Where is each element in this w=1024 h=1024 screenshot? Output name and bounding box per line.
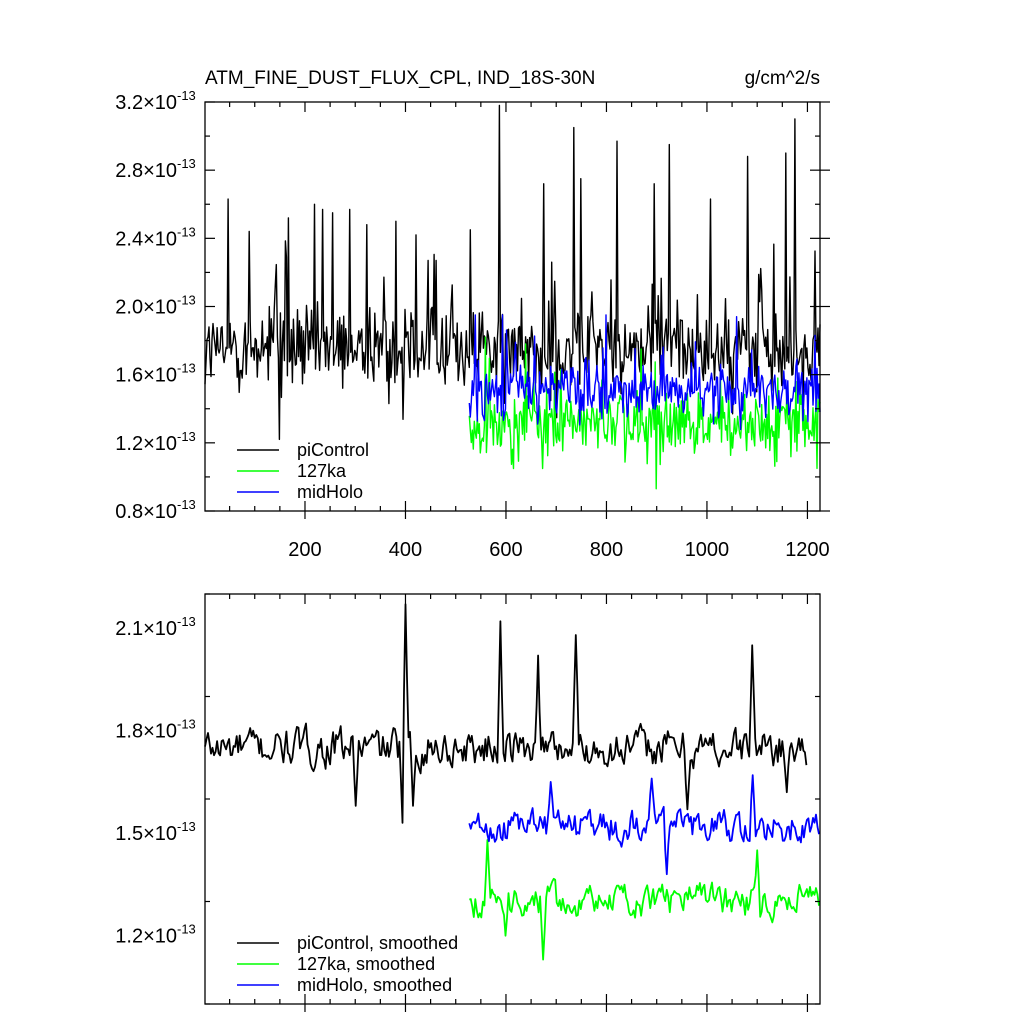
bottom-panel: 1.2×10 -131.5×10 -131.8×10 -132.1×10 -13piCo… <box>115 593 821 1012</box>
y-tick-exponent: -13 <box>177 819 196 834</box>
series-line-1 <box>204 603 808 824</box>
series-line-2 <box>469 839 820 961</box>
top-panel: ATM_FINE_DUST_FLUX_CPL, IND_18S-30N g/cm… <box>115 68 830 561</box>
y-tick-exponent: -13 <box>177 88 196 103</box>
legend-label: piControl <box>297 440 369 460</box>
legend-label: midHolo, smoothed <box>297 975 452 995</box>
legend-label: 127ka, smoothed <box>297 954 435 974</box>
legend-label: 127ka <box>297 461 347 481</box>
y-tick-label: 2.4×10 <box>115 228 177 250</box>
y-tick-label: 1.8×10 <box>115 721 177 743</box>
y-tick-exponent: -13 <box>177 361 196 376</box>
y-tick-label: 2.8×10 <box>115 160 177 182</box>
y-tick-exponent: -13 <box>177 429 196 444</box>
x-tick-label: 1200 <box>785 539 830 561</box>
x-tick-label: 600 <box>489 539 522 561</box>
x-tick-label: 200 <box>288 539 321 561</box>
x-tick-label: 800 <box>590 539 623 561</box>
x-tick-label: 1000 <box>685 539 730 561</box>
y-tick-label: 3.2×10 <box>115 92 177 114</box>
y-tick-label: 2.1×10 <box>115 618 177 640</box>
y-tick-label: 1.2×10 <box>115 926 177 948</box>
y-tick-exponent: -13 <box>177 717 196 732</box>
units-label: g/cm^2/s <box>745 68 820 89</box>
y-tick-exponent: -13 <box>177 293 196 308</box>
series-line-3 <box>468 314 821 431</box>
series-line-1 <box>204 104 821 441</box>
y-tick-label: 1.6×10 <box>115 365 177 387</box>
series-line-3 <box>468 774 820 876</box>
y-tick-exponent: -13 <box>177 922 196 937</box>
y-tick-label: 0.8×10 <box>115 501 177 523</box>
legend-label: midHolo <box>297 482 363 502</box>
x-tick-label: 400 <box>389 539 422 561</box>
y-tick-label: 2.0×10 <box>115 297 177 319</box>
y-tick-exponent: -13 <box>177 156 196 171</box>
y-tick-label: 1.2×10 <box>115 433 177 455</box>
chart-title: ATM_FINE_DUST_FLUX_CPL, IND_18S-30N <box>205 68 595 89</box>
y-tick-exponent: -13 <box>177 614 196 629</box>
y-tick-exponent: -13 <box>177 497 196 512</box>
y-tick-label: 1.5×10 <box>115 823 177 845</box>
legend-label: piControl, smoothed <box>297 933 458 953</box>
y-tick-exponent: -13 <box>177 224 196 239</box>
